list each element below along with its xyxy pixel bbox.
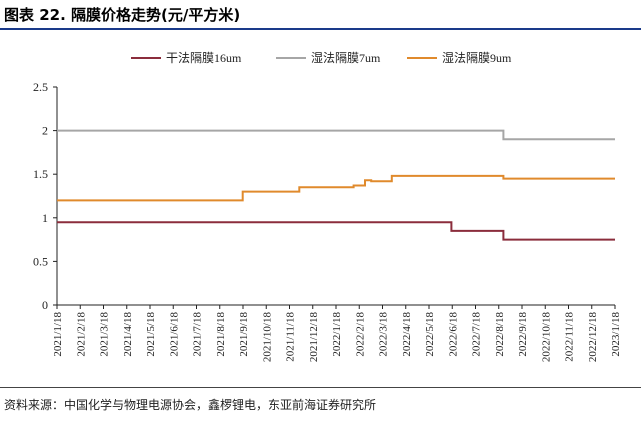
x-tick-label: 2022/1/18	[331, 312, 343, 357]
plot-area	[57, 129, 615, 241]
x-tick-label: 2021/4/18	[122, 312, 134, 357]
x-tick-label: 2021/6/18	[168, 312, 180, 357]
bottom-rule	[0, 387, 641, 388]
x-tick-label: 2022/12/18	[587, 312, 599, 363]
legend-label: 湿法隔膜9um	[442, 50, 512, 65]
x-tick-label: 2021/5/18	[145, 312, 157, 357]
x-tick-label: 2022/2/18	[354, 312, 366, 357]
x-tick-label: 2021/8/18	[215, 312, 227, 357]
title-rule	[0, 28, 641, 30]
y-tick-label: 1	[42, 211, 48, 225]
series-line	[57, 221, 615, 241]
x-tick-label: 2022/7/18	[471, 312, 483, 357]
x-tick-label: 2022/6/18	[447, 312, 459, 357]
y-tick-label: 2	[42, 124, 48, 138]
line-chart: 干法隔膜16um 湿法隔膜7um 湿法隔膜9um 0 0.5 1 1.5 2 2.5 2021…	[33, 50, 622, 363]
x-tick-label: 2022/4/18	[401, 312, 413, 357]
y-tick-label: 0.5	[33, 254, 48, 268]
x-tick-label: 2022/8/18	[494, 312, 506, 357]
y-tick-label: 1.5	[33, 167, 48, 181]
x-tick-label: 2022/5/18	[424, 312, 436, 357]
series-line	[57, 174, 615, 202]
x-tick-label: 2023/1/18	[610, 312, 622, 357]
x-tick-label: 2022/9/18	[517, 312, 529, 357]
x-tick-label: 2021/2/18	[75, 312, 87, 357]
y-axis: 0 0.5 1 1.5 2 2.5	[33, 80, 58, 312]
legend-label: 干法隔膜16um	[166, 51, 242, 65]
y-tick-label: 0	[42, 298, 48, 312]
series-line	[57, 129, 615, 141]
x-tick-label: 2021/1/18	[52, 312, 64, 357]
x-tick-label: 2021/7/18	[192, 312, 204, 357]
x-tick-label: 2021/10/18	[261, 312, 273, 363]
x-tick-label: 2022/3/18	[378, 312, 390, 357]
x-tick-label: 2021/11/18	[285, 312, 297, 362]
x-axis: 2021/1/18 2021/2/18 2021/3/18 2021/4/18 2021…	[52, 304, 622, 363]
x-tick-label: 2021/12/18	[308, 312, 320, 363]
y-tick-label: 2.5	[33, 80, 48, 94]
source-note: 资料来源：中国化学与物理电源协会，鑫椤锂电，东亚前海证券研究所	[4, 398, 377, 412]
x-tick-label: 2022/10/18	[540, 312, 552, 363]
x-tick-label: 2021/3/18	[99, 312, 111, 357]
chart-legend: 干法隔膜16um 湿法隔膜7um 湿法隔膜9um	[131, 50, 512, 65]
x-tick-label: 2021/9/18	[238, 312, 250, 357]
legend-label: 湿法隔膜7um	[311, 50, 381, 65]
x-tick-label: 2022/11/18	[564, 312, 576, 362]
figure-title: 图表 22. 隔膜价格走势(元/平方米)	[4, 6, 241, 24]
